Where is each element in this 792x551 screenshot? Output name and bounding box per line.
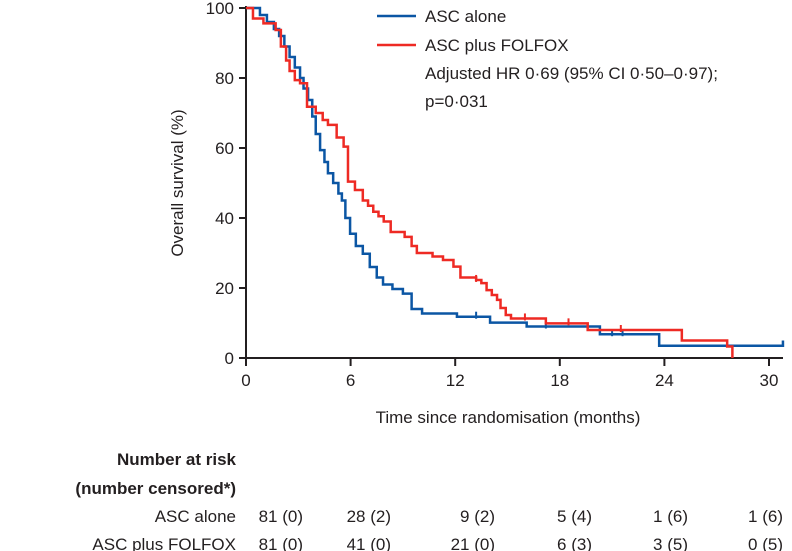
y-axis-label: Overall survival (%) [168, 109, 187, 256]
hazard-ratio-annotation: Adjusted HR 0·69 (95% CI 0·50–0·97); [425, 64, 718, 83]
risk-cell: 0 (5) [748, 535, 783, 551]
risk-row-label: ASC plus FOLFOX [92, 535, 236, 551]
p-value-annotation: p=0·031 [425, 92, 488, 111]
risk-cell: 5 (4) [557, 507, 592, 526]
y-tick-label: 20 [215, 279, 234, 298]
x-tick-label: 12 [446, 371, 465, 390]
risk-cell: 41 (0) [347, 535, 391, 551]
y-tick-label: 40 [215, 209, 234, 228]
risk-cell: 1 (6) [748, 507, 783, 526]
x-tick-label: 6 [346, 371, 355, 390]
y-tick-label: 60 [215, 139, 234, 158]
risk-cell: 81 (0) [259, 535, 303, 551]
y-tick-label: 0 [225, 349, 234, 368]
survival-curves [246, 6, 785, 358]
risk-cell: 28 (2) [347, 507, 391, 526]
x-axis-label: Time since randomisation (months) [376, 408, 641, 427]
risk-table-subtitle: (number censored*) [75, 479, 236, 498]
y-tick-label: 80 [215, 69, 234, 88]
survival-curve-asc-alone [246, 6, 785, 347]
risk-table: Number at risk (number censored*) ASC al… [75, 450, 783, 551]
legend-label-asc-plus-folfox: ASC plus FOLFOX [425, 36, 569, 55]
risk-cell: 21 (0) [451, 535, 495, 551]
x-tick-label: 30 [760, 371, 779, 390]
legend-label-asc-alone: ASC alone [425, 7, 506, 26]
risk-cell: 81 (0) [259, 507, 303, 526]
risk-row-label: ASC alone [155, 507, 236, 526]
survival-curve-asc-plus-folfox [246, 6, 734, 358]
legend: ASC alone ASC plus FOLFOX Adjusted HR 0·… [377, 7, 718, 111]
risk-cell: 3 (5) [653, 535, 688, 551]
risk-cell: 1 (6) [653, 507, 688, 526]
axes: 0 20 40 60 80 100 0 6 12 18 24 30 [206, 0, 783, 390]
risk-table-title: Number at risk [117, 450, 237, 469]
x-tick-label: 0 [241, 371, 250, 390]
x-tick-label: 18 [550, 371, 569, 390]
risk-cell: 9 (2) [460, 507, 495, 526]
risk-cell: 6 (3) [557, 535, 592, 551]
x-tick-label: 24 [655, 371, 674, 390]
y-tick-label: 100 [206, 0, 234, 18]
